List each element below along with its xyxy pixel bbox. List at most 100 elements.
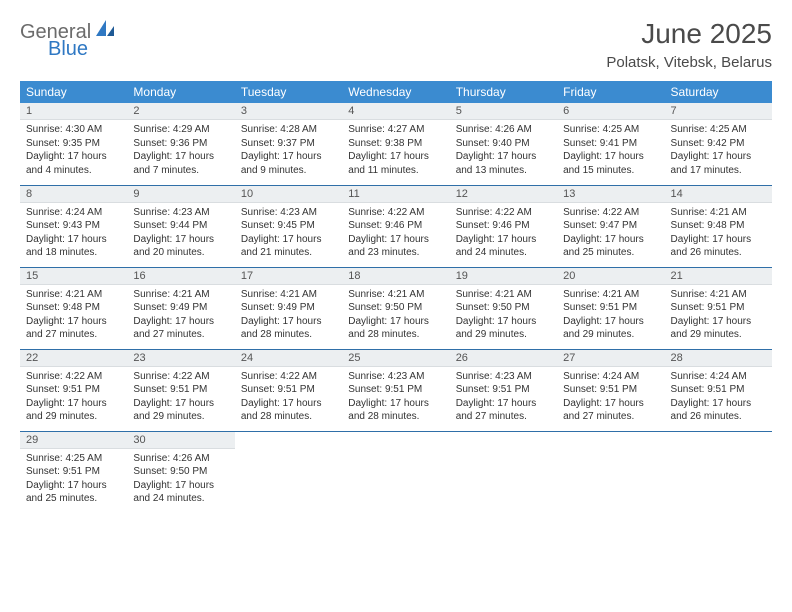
sunset-line: Sunset: 9:51 PM [456, 383, 551, 397]
day-number: 21 [665, 268, 772, 285]
sunrise-line: Sunrise: 4:24 AM [563, 370, 658, 384]
day-body: Sunrise: 4:26 AMSunset: 9:50 PMDaylight:… [127, 449, 234, 510]
sunset-line: Sunset: 9:44 PM [133, 219, 228, 233]
header: General Blue June 2025 Polatsk, Vitebsk,… [20, 18, 772, 71]
sunset-line: Sunset: 9:51 PM [671, 383, 766, 397]
day-body: Sunrise: 4:28 AMSunset: 9:37 PMDaylight:… [235, 120, 342, 181]
sunrise-line: Sunrise: 4:23 AM [348, 370, 443, 384]
sunset-line: Sunset: 9:51 PM [26, 383, 121, 397]
calendar-cell [342, 431, 449, 513]
weekday-header: Thursday [450, 81, 557, 103]
sunset-line: Sunset: 9:35 PM [26, 137, 121, 151]
day-number: 25 [342, 350, 449, 367]
calendar-cell [450, 431, 557, 513]
sunrise-line: Sunrise: 4:30 AM [26, 123, 121, 137]
daylight-line: Daylight: 17 hours and 28 minutes. [241, 397, 336, 424]
day-body: Sunrise: 4:21 AMSunset: 9:50 PMDaylight:… [450, 285, 557, 346]
sunrise-line: Sunrise: 4:22 AM [26, 370, 121, 384]
sunrise-line: Sunrise: 4:21 AM [671, 206, 766, 220]
daylight-line: Daylight: 17 hours and 7 minutes. [133, 150, 228, 177]
day-number: 16 [127, 268, 234, 285]
sunrise-line: Sunrise: 4:29 AM [133, 123, 228, 137]
sunrise-line: Sunrise: 4:23 AM [456, 370, 551, 384]
daylight-line: Daylight: 17 hours and 24 minutes. [133, 479, 228, 506]
calendar-cell: 27Sunrise: 4:24 AMSunset: 9:51 PMDayligh… [557, 349, 664, 431]
day-body: Sunrise: 4:24 AMSunset: 9:51 PMDaylight:… [557, 367, 664, 428]
daylight-line: Daylight: 17 hours and 11 minutes. [348, 150, 443, 177]
sunrise-line: Sunrise: 4:26 AM [133, 452, 228, 466]
day-number: 11 [342, 186, 449, 203]
daylight-line: Daylight: 17 hours and 29 minutes. [26, 397, 121, 424]
sunrise-line: Sunrise: 4:22 AM [563, 206, 658, 220]
calendar-cell: 13Sunrise: 4:22 AMSunset: 9:47 PMDayligh… [557, 185, 664, 267]
sunset-line: Sunset: 9:51 PM [563, 301, 658, 315]
calendar-row: 1Sunrise: 4:30 AMSunset: 9:35 PMDaylight… [20, 103, 772, 185]
calendar-cell: 6Sunrise: 4:25 AMSunset: 9:41 PMDaylight… [557, 103, 664, 185]
calendar-cell: 11Sunrise: 4:22 AMSunset: 9:46 PMDayligh… [342, 185, 449, 267]
sunset-line: Sunset: 9:51 PM [26, 465, 121, 479]
day-number: 2 [127, 103, 234, 120]
calendar-cell: 24 Sunrise: 4:22 AMSunset: 9:51 PMDayligh… [235, 349, 342, 431]
calendar-cell: 12Sunrise: 4:22 AMSunset: 9:46 PMDayligh… [450, 185, 557, 267]
day-number: 27 [557, 350, 664, 367]
calendar-cell: 20Sunrise: 4:21 AMSunset: 9:51 PMDayligh… [557, 267, 664, 349]
calendar-cell: 10Sunrise: 4:23 AMSunset: 9:45 PMDayligh… [235, 185, 342, 267]
sail-icon [94, 18, 116, 41]
sunset-line: Sunset: 9:51 PM [241, 383, 336, 397]
daylight-line: Daylight: 17 hours and 20 minutes. [133, 233, 228, 260]
day-body: Sunrise: 4:25 AMSunset: 9:41 PMDaylight:… [557, 120, 664, 181]
day-body: Sunrise: 4:21 AMSunset: 9:51 PMDaylight:… [665, 285, 772, 346]
sunrise-line: Sunrise: 4:27 AM [348, 123, 443, 137]
calendar-cell: 5Sunrise: 4:26 AMSunset: 9:40 PMDaylight… [450, 103, 557, 185]
weekday-header: Monday [127, 81, 234, 103]
day-body: Sunrise: 4:22 AMSunset: 9:51 PMDaylight:… [20, 367, 127, 428]
sunrise-line: Sunrise: 4:21 AM [456, 288, 551, 302]
day-number: 24 [235, 350, 342, 367]
weekday-header: Wednesday [342, 81, 449, 103]
day-number: 14 [665, 186, 772, 203]
sunrise-line: Sunrise: 4:22 AM [241, 370, 336, 384]
calendar-cell [557, 431, 664, 513]
daylight-line: Daylight: 17 hours and 25 minutes. [563, 233, 658, 260]
day-number: 5 [450, 103, 557, 120]
calendar-table: Sunday Monday Tuesday Wednesday Thursday… [20, 81, 772, 513]
daylight-line: Daylight: 17 hours and 28 minutes. [348, 315, 443, 342]
day-body: Sunrise: 4:22 AMSunset: 9:46 PMDaylight:… [450, 203, 557, 264]
day-number: 1 [20, 103, 127, 120]
daylight-line: Daylight: 17 hours and 9 minutes. [241, 150, 336, 177]
sunset-line: Sunset: 9:38 PM [348, 137, 443, 151]
day-number: 29 [20, 432, 127, 449]
day-body: Sunrise: 4:22 AMSunset: 9:46 PMDaylight:… [342, 203, 449, 264]
day-number: 3 [235, 103, 342, 120]
day-body: Sunrise: 4:21 AMSunset: 9:49 PMDaylight:… [235, 285, 342, 346]
day-body: Sunrise: 4:27 AMSunset: 9:38 PMDaylight:… [342, 120, 449, 181]
day-body: Sunrise: 4:21 AMSunset: 9:48 PMDaylight:… [665, 203, 772, 264]
day-body: Sunrise: 4:26 AMSunset: 9:40 PMDaylight:… [450, 120, 557, 181]
sunrise-line: Sunrise: 4:28 AM [241, 123, 336, 137]
day-number: 23 [127, 350, 234, 367]
sunset-line: Sunset: 9:48 PM [26, 301, 121, 315]
day-number: 12 [450, 186, 557, 203]
daylight-line: Daylight: 17 hours and 27 minutes. [26, 315, 121, 342]
daylight-line: Daylight: 17 hours and 27 minutes. [456, 397, 551, 424]
day-number: 19 [450, 268, 557, 285]
day-number: 4 [342, 103, 449, 120]
sunset-line: Sunset: 9:48 PM [671, 219, 766, 233]
sunrise-line: Sunrise: 4:22 AM [348, 206, 443, 220]
day-body: Sunrise: 4:24 AMSunset: 9:51 PMDaylight:… [665, 367, 772, 428]
daylight-line: Daylight: 17 hours and 28 minutes. [241, 315, 336, 342]
sunset-line: Sunset: 9:47 PM [563, 219, 658, 233]
sunset-line: Sunset: 9:50 PM [348, 301, 443, 315]
calendar-cell [665, 431, 772, 513]
sunrise-line: Sunrise: 4:26 AM [456, 123, 551, 137]
weekday-header-row: Sunday Monday Tuesday Wednesday Thursday… [20, 81, 772, 103]
daylight-line: Daylight: 17 hours and 23 minutes. [348, 233, 443, 260]
day-body: Sunrise: 4:30 AMSunset: 9:35 PMDaylight:… [20, 120, 127, 181]
day-body: Sunrise: 4:21 AMSunset: 9:50 PMDaylight:… [342, 285, 449, 346]
daylight-line: Daylight: 17 hours and 4 minutes. [26, 150, 121, 177]
daylight-line: Daylight: 17 hours and 15 minutes. [563, 150, 658, 177]
weekday-header: Sunday [20, 81, 127, 103]
day-body: Sunrise: 4:25 AMSunset: 9:51 PMDaylight:… [20, 449, 127, 510]
title-block: June 2025 Polatsk, Vitebsk, Belarus [606, 18, 772, 71]
daylight-line: Daylight: 17 hours and 29 minutes. [563, 315, 658, 342]
